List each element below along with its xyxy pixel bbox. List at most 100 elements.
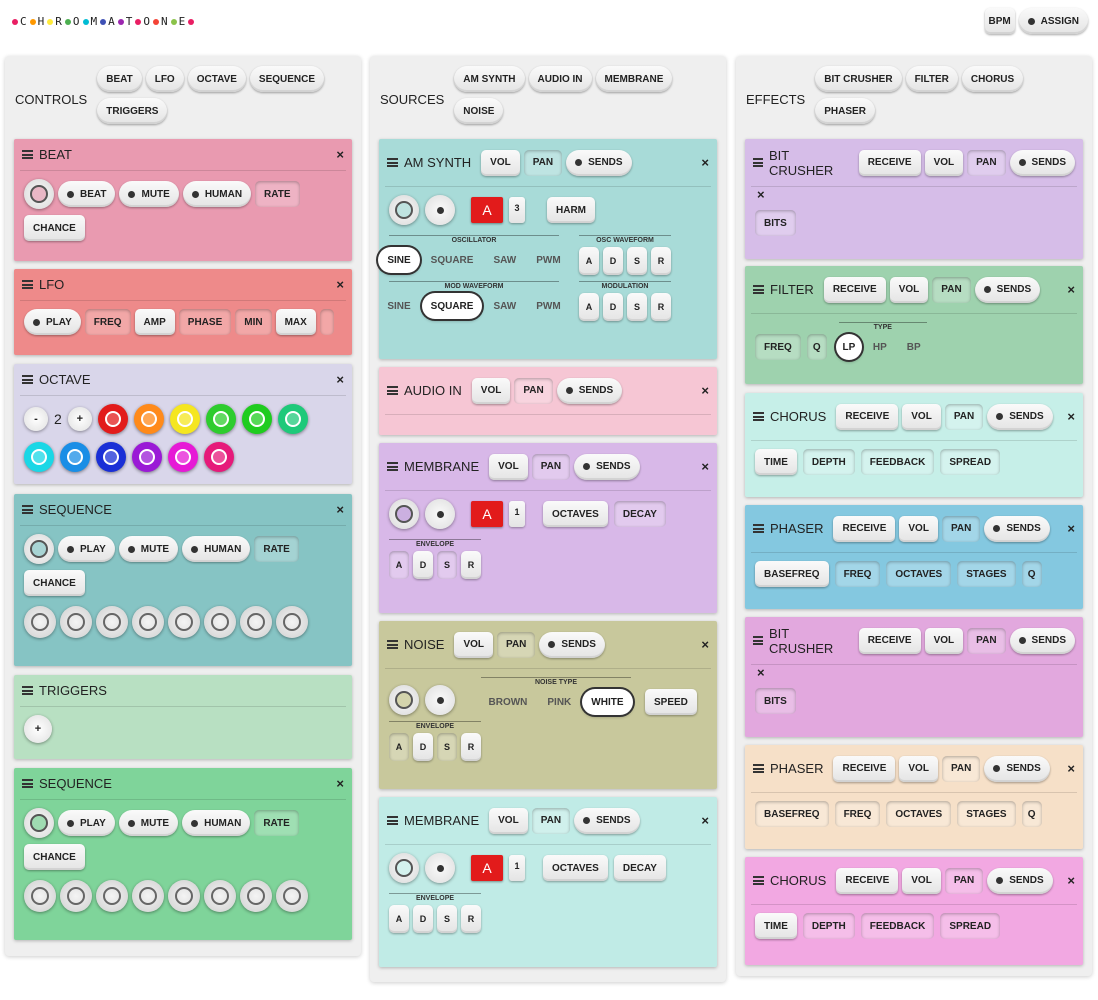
sequence-step[interactable] [204, 880, 236, 912]
sequence-step[interactable] [132, 880, 164, 912]
drag-handle-icon[interactable] [387, 158, 398, 167]
release-control[interactable]: R [461, 733, 481, 761]
toggle-knob[interactable] [389, 499, 419, 529]
freq-control[interactable]: FREQ [755, 334, 801, 360]
lfo-output-slot[interactable] [319, 309, 334, 335]
close-icon[interactable]: × [336, 147, 344, 162]
mod-square-button[interactable]: SQUARE [421, 293, 483, 319]
close-icon[interactable]: × [336, 372, 344, 387]
sends-button[interactable]: SENDS [987, 867, 1053, 894]
sends-button[interactable]: SENDS [539, 631, 605, 658]
tab-bit-crusher[interactable]: BIT CRUSHER [815, 66, 902, 92]
highpass-button[interactable]: HP [872, 341, 887, 353]
octave-number[interactable]: 1 [509, 855, 525, 881]
vol-button[interactable]: VOL [471, 377, 511, 404]
toggle-knob[interactable] [389, 195, 419, 225]
receive-button[interactable]: RECEIVE [833, 515, 896, 542]
rate-control[interactable]: RATE [255, 181, 300, 207]
attack-control[interactable]: A [579, 247, 599, 275]
sequence-step[interactable] [96, 880, 128, 912]
sequence-step[interactable] [276, 606, 308, 638]
trigger-button[interactable] [425, 499, 455, 529]
sends-button[interactable]: SENDS [574, 807, 640, 834]
drag-handle-icon[interactable] [22, 686, 33, 695]
pan-button[interactable]: PAN [497, 631, 536, 658]
receive-button[interactable]: RECEIVE [836, 403, 899, 430]
octave-down-button[interactable]: - [24, 407, 48, 431]
tab-filter[interactable]: FILTER [905, 66, 958, 92]
freq-control[interactable]: FREQ [834, 801, 881, 827]
receive-button[interactable]: RECEIVE [858, 149, 921, 176]
note-color-button[interactable] [60, 442, 90, 472]
vol-button[interactable]: VOL [902, 403, 941, 430]
max-control[interactable]: MAX [275, 309, 316, 335]
decay-control[interactable]: DECAY [613, 501, 666, 527]
tab-octave[interactable]: OCTAVE [187, 66, 246, 92]
decay-control[interactable]: D [603, 247, 623, 275]
sends-button[interactable]: SENDS [1009, 149, 1075, 176]
close-icon[interactable]: × [701, 813, 709, 828]
chance-control[interactable]: CHANCE [24, 844, 85, 870]
pan-button[interactable]: PAN [531, 453, 571, 480]
release-control[interactable]: R [461, 905, 481, 933]
noise-white-button[interactable]: WHITE [582, 689, 633, 715]
attack-control[interactable]: A [389, 551, 409, 579]
close-icon[interactable]: × [336, 776, 344, 791]
tab-chorus[interactable]: CHORUS [961, 66, 1024, 92]
sequence-step[interactable] [60, 606, 92, 638]
close-icon[interactable]: × [1067, 761, 1075, 776]
mod-release-control[interactable]: R [651, 293, 671, 321]
note-display[interactable]: A [471, 501, 503, 527]
toggle-knob[interactable] [24, 808, 54, 838]
octaves-control[interactable]: OCTAVES [543, 855, 608, 881]
mute-button[interactable]: MUTE [118, 536, 179, 562]
pan-button[interactable]: PAN [531, 807, 571, 834]
receive-button[interactable]: RECEIVE [836, 867, 899, 894]
bits-control[interactable]: BITS [755, 688, 796, 714]
vol-button[interactable]: VOL [481, 149, 520, 176]
drag-handle-icon[interactable] [387, 640, 398, 649]
toggle-knob[interactable] [389, 853, 419, 883]
sequence-step[interactable] [60, 880, 92, 912]
attack-control[interactable]: A [389, 905, 409, 933]
bandpass-button[interactable]: BP [906, 341, 921, 353]
q-control[interactable]: Q [806, 334, 827, 360]
osc-square-button[interactable]: SQUARE [430, 254, 474, 266]
sends-button[interactable]: SENDS [1009, 627, 1075, 654]
octave-number[interactable]: 3 [509, 197, 525, 223]
sends-button[interactable]: SENDS [974, 276, 1041, 303]
close-icon[interactable]: × [701, 637, 709, 652]
pan-button[interactable]: PAN [944, 403, 984, 430]
drag-handle-icon[interactable] [753, 764, 764, 773]
human-button[interactable]: HUMAN [182, 181, 252, 207]
vol-button[interactable]: VOL [889, 276, 929, 303]
toggle-knob[interactable] [389, 685, 419, 715]
pan-button[interactable]: PAN [944, 867, 984, 894]
sequence-step[interactable] [24, 880, 56, 912]
pan-button[interactable]: PAN [514, 377, 553, 404]
drag-handle-icon[interactable] [387, 386, 398, 395]
decay-control[interactable]: D [413, 733, 433, 761]
bpm-button[interactable]: BPM [984, 8, 1015, 34]
freq-control[interactable]: FREQ [84, 309, 131, 335]
tab-beat[interactable]: BEAT [97, 66, 142, 92]
vol-button[interactable]: VOL [489, 453, 528, 480]
osc-pwm-button[interactable]: PWM [536, 254, 561, 266]
drag-handle-icon[interactable] [753, 285, 764, 294]
note-color-button[interactable] [97, 404, 128, 434]
chance-control[interactable]: CHANCE [24, 215, 85, 241]
receive-button[interactable]: RECEIVE [823, 276, 886, 303]
drag-handle-icon[interactable] [387, 462, 398, 471]
speed-control[interactable]: SPEED [645, 689, 697, 715]
osc-sine-button[interactable]: SINE [378, 247, 420, 273]
tab-triggers[interactable]: TRIGGERS [97, 98, 168, 124]
drag-handle-icon[interactable] [22, 505, 33, 514]
noise-brown-button[interactable]: BROWN [488, 696, 528, 708]
sends-button[interactable]: SENDS [984, 515, 1050, 542]
note-color-button[interactable] [277, 404, 308, 434]
mod-decay-control[interactable]: D [603, 293, 623, 321]
close-icon[interactable]: × [1067, 282, 1075, 297]
depth-control[interactable]: DEPTH [802, 449, 855, 475]
vol-button[interactable]: VOL [899, 755, 938, 782]
note-color-button[interactable] [132, 442, 162, 472]
